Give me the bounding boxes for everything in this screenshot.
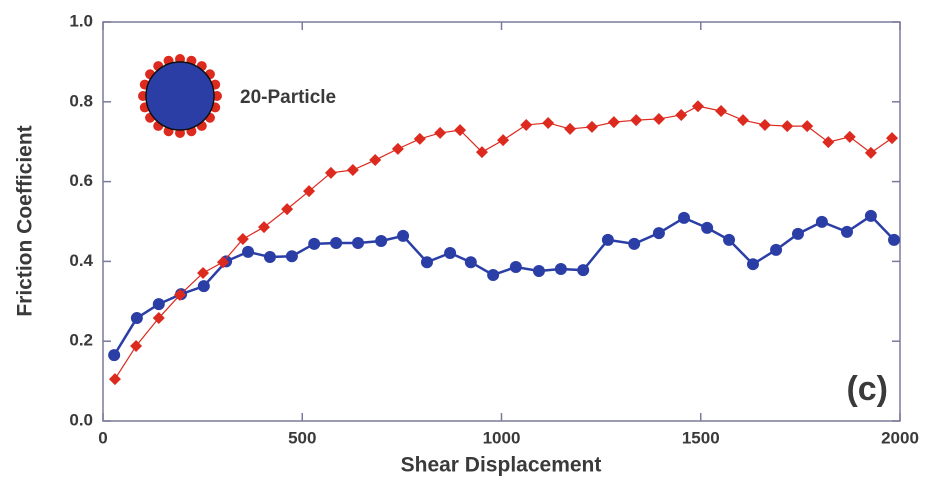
marker [330,237,343,250]
y-axis-label: Friction Coefficient [14,125,37,316]
marker [197,266,210,279]
marker [263,251,276,264]
annotation: 20-Particle [240,87,336,108]
marker [791,227,804,240]
marker [369,154,382,167]
y-tick-label: 0.4 [69,251,93,270]
marker [509,260,522,273]
marker [454,124,467,137]
marker [413,132,426,145]
marker [464,256,477,269]
marker [242,245,255,258]
marker [628,237,641,250]
marker [736,114,749,127]
marker [303,185,316,198]
marker [715,104,728,117]
marker [601,233,614,246]
marker [487,268,500,281]
marker [257,221,270,234]
marker [324,166,337,179]
marker [630,114,643,127]
marker [815,215,828,228]
marker [864,209,877,222]
marker [281,203,294,216]
x-tick-label: 1500 [682,428,720,447]
marker [532,264,545,277]
marker [420,256,433,269]
marker [564,122,577,135]
marker [497,134,510,147]
marker [352,237,365,250]
marker [678,211,691,224]
marker [801,120,814,133]
marker [444,247,457,260]
marker [864,146,877,159]
marker [308,237,321,250]
x-tick-label: 2000 [881,428,919,447]
marker [520,118,533,131]
y-tick-label: 0.6 [69,171,93,190]
marker [391,142,404,155]
marker [152,298,165,311]
marker [781,120,794,133]
marker [475,146,488,159]
marker [285,250,298,263]
series-line [114,105,893,380]
marker [758,118,771,131]
marker [434,126,447,139]
marker [675,108,688,121]
marker [375,235,388,248]
x-tick-label: 1000 [483,428,521,447]
particle-icon [138,54,222,138]
x-tick-label: 0 [98,428,107,447]
series-line [113,214,895,356]
marker [173,288,186,301]
y-tick-label: 0.2 [69,331,93,350]
marker [554,262,567,275]
marker [397,229,410,242]
marker [216,256,229,269]
marker [746,258,759,271]
marker [108,349,121,362]
panel-label: (c) [846,370,888,408]
marker [701,221,714,234]
marker [542,116,555,129]
x-tick-label: 500 [288,428,316,447]
y-tick-label: 0.0 [69,410,93,429]
marker [577,264,590,277]
y-tick-label: 1.0 [69,11,93,30]
marker [652,227,665,240]
marker [840,225,853,238]
marker [822,136,835,149]
marker [607,116,620,129]
marker [236,233,249,246]
marker [130,312,143,325]
marker [652,112,665,125]
y-tick-label: 0.8 [69,91,93,110]
marker [346,164,359,177]
marker [723,233,736,246]
marker [108,373,121,386]
plot-frame [102,21,901,422]
marker [843,130,856,143]
x-axis-label: Shear Displacement [401,454,602,477]
marker [197,280,210,293]
marker [152,312,165,325]
marker [691,100,704,113]
marker [130,339,143,352]
marker [770,243,783,256]
marker [888,233,901,246]
marker [585,120,598,133]
marker [886,132,899,145]
